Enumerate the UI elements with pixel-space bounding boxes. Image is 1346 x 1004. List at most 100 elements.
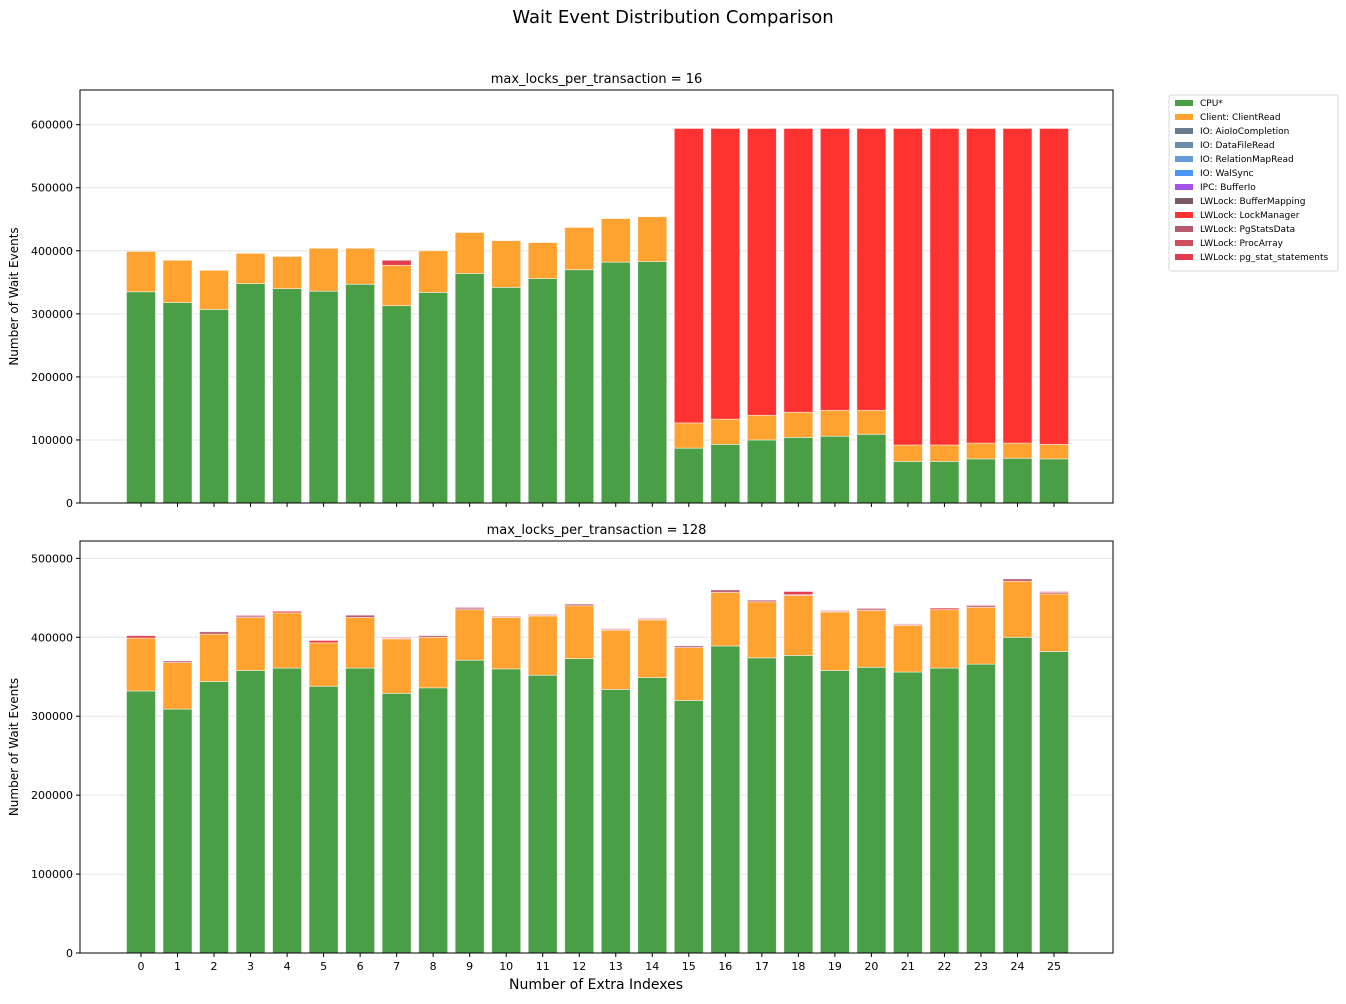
x-tick-label: 22 <box>937 960 951 973</box>
legend-swatch <box>1175 198 1193 204</box>
bar-segment <box>966 458 996 504</box>
x-tick-label: 17 <box>755 960 769 973</box>
plot-frame <box>79 89 1114 504</box>
bar-segment <box>564 603 595 607</box>
bar-segment <box>272 612 302 669</box>
bar-segment <box>345 247 376 285</box>
x-tick-label: 11 <box>536 960 550 973</box>
x-tick-label: 23 <box>974 960 988 973</box>
x-tick-label: 12 <box>572 960 586 973</box>
bar-segment <box>418 250 449 293</box>
legend-swatch <box>1175 254 1193 260</box>
bar-segment <box>966 442 996 460</box>
bar-segment <box>126 635 156 639</box>
bar-segment <box>856 610 887 668</box>
legend-swatch <box>1175 100 1193 106</box>
bar-segment <box>381 305 412 504</box>
bar-segment <box>162 302 193 504</box>
bar-segment <box>272 256 302 290</box>
x-tick-label: 19 <box>828 960 842 973</box>
bar-segment <box>710 591 741 647</box>
bar-segment <box>308 640 339 644</box>
bar-segment <box>418 292 449 504</box>
bar-segment <box>1002 128 1033 444</box>
bar-segment <box>272 288 302 504</box>
bar-segment <box>308 642 339 687</box>
y-tick-label: 400000 <box>31 631 73 644</box>
bar-segment <box>929 667 960 954</box>
legend-label: LWLock: PgStatsData <box>1200 225 1295 235</box>
bar-segment <box>418 635 449 638</box>
bar-segment <box>381 692 412 954</box>
x-tick-label: 16 <box>718 960 732 973</box>
bar-segment <box>929 607 960 611</box>
bar-segment <box>272 610 302 614</box>
legend-swatch <box>1175 240 1193 246</box>
bar-segment <box>710 128 741 420</box>
bar-segment <box>308 685 339 954</box>
bar-segment <box>308 247 339 292</box>
legend-swatch <box>1175 156 1193 162</box>
bar-segment <box>1039 443 1069 460</box>
bar-segment <box>600 628 631 630</box>
bar-segment <box>819 435 850 504</box>
bar-segment <box>564 658 595 954</box>
bar-segment <box>600 218 631 263</box>
bar-segment <box>418 687 449 954</box>
bar-segment <box>673 447 704 504</box>
bar-segment <box>491 240 522 288</box>
bar-segment <box>746 128 777 416</box>
bar-segment <box>929 444 960 462</box>
bar-segment <box>637 216 668 262</box>
bar-segment <box>710 589 741 593</box>
legend-label: IPC: BufferIo <box>1200 183 1256 193</box>
bar-segment <box>564 269 595 504</box>
bar-segment <box>126 690 156 954</box>
bar-segment <box>527 615 558 676</box>
bar-segment <box>491 286 522 504</box>
bar-segment <box>162 708 193 954</box>
y-tick-label: 500000 <box>31 552 73 565</box>
bar-segment <box>454 273 485 504</box>
bar-segment <box>235 617 266 671</box>
legend-swatch <box>1175 128 1193 134</box>
bar-segment <box>1002 457 1033 504</box>
bar-segment <box>966 663 996 954</box>
y-axis-label: Number of Wait Events <box>7 227 21 365</box>
bar-segment <box>783 595 814 656</box>
bar-segment <box>673 645 704 648</box>
x-tick-label: 4 <box>284 960 291 973</box>
bar-segment <box>893 623 923 626</box>
bar-segment <box>819 128 850 411</box>
bar-segment <box>819 670 850 954</box>
bar-segment <box>746 601 777 659</box>
legend-frame <box>1168 94 1339 272</box>
x-tick-label: 10 <box>499 960 513 973</box>
bar-segment <box>746 657 777 954</box>
bar-segment <box>235 252 266 284</box>
legend-label: IO: RelationMapRead <box>1200 155 1294 165</box>
x-tick-label: 6 <box>357 960 364 973</box>
bar-segment <box>381 264 412 307</box>
y-axis-label: Number of Wait Events <box>7 678 21 816</box>
bar-segment <box>235 670 266 954</box>
bar-segment <box>929 128 960 446</box>
y-tick-label: 200000 <box>31 371 73 384</box>
bar-segment <box>856 607 887 610</box>
bar-segment <box>1039 458 1069 504</box>
bar-segment <box>1002 578 1033 582</box>
bar-segment <box>199 681 229 954</box>
bar-segment <box>966 604 996 607</box>
legend-label: LWLock: LockManager <box>1200 211 1300 221</box>
bar-segment <box>893 625 923 673</box>
legend-label: IO: AioIoCompletion <box>1200 127 1289 137</box>
bar-segment <box>856 433 887 504</box>
bar-segment <box>491 668 522 954</box>
bar-segment <box>491 617 522 670</box>
bar-segment <box>1002 580 1033 638</box>
x-tick-label: 7 <box>393 960 400 973</box>
x-tick-label: 5 <box>320 960 327 973</box>
legend-label: IO: DataFileRead <box>1200 141 1275 151</box>
bar-segment <box>746 439 777 504</box>
